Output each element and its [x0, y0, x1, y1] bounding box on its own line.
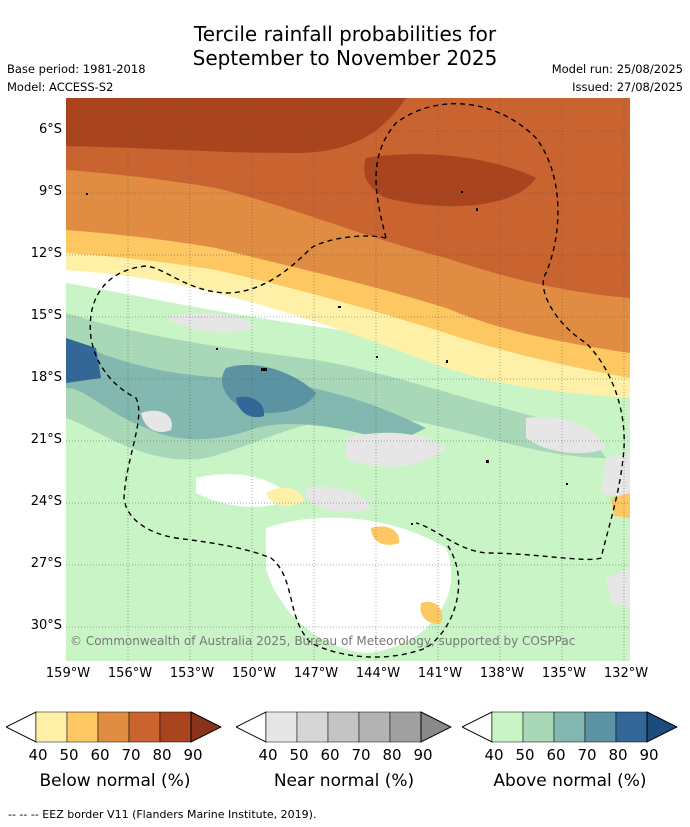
above-swatch — [491, 711, 524, 743]
below-normal-region — [420, 601, 443, 624]
lat-label-6s: 6°S — [38, 122, 62, 137]
tick-80: 80 — [152, 746, 172, 764]
near-normal-region — [526, 417, 606, 454]
near-swatch — [265, 711, 298, 743]
lon-label-150w: 150°W — [231, 666, 277, 681]
above-normal-region — [236, 396, 265, 418]
tick-50: 50 — [515, 746, 535, 764]
near-normal-region — [141, 410, 172, 433]
tick-80: 80 — [382, 746, 402, 764]
tick-80: 80 — [608, 746, 628, 764]
near-swatch — [296, 711, 329, 743]
model-name: Model: ACCESS-S2 — [7, 80, 114, 94]
below-normal-region — [266, 487, 304, 507]
lon-label-135w: 135°W — [541, 666, 587, 681]
below-swatch — [35, 711, 68, 743]
lon-label-132w: 132°W — [603, 666, 649, 681]
lat-label-15s: 15°S — [30, 308, 62, 323]
below-normal-region — [364, 154, 536, 207]
below-swatch — [159, 711, 192, 743]
near-swatch — [389, 711, 422, 743]
tick-50: 50 — [289, 746, 309, 764]
rainfall-map — [66, 98, 630, 661]
tick-60: 60 — [320, 746, 340, 764]
above-swatch — [584, 711, 617, 743]
above-normal-label: Above normal (%) — [493, 771, 647, 791]
tick-60: 60 — [546, 746, 566, 764]
tick-50: 50 — [59, 746, 79, 764]
below-normal-label: Below normal (%) — [39, 771, 191, 791]
lon-label-144w: 144°W — [355, 666, 401, 681]
near-normal-region — [346, 432, 446, 467]
lon-label-147w: 147°W — [293, 666, 339, 681]
tick-70: 70 — [577, 746, 597, 764]
above-swatch — [522, 711, 555, 743]
below-swatch — [66, 711, 99, 743]
above-normal-colorbar — [462, 711, 678, 743]
map-title: Tercile rainfall probabilities for Septe… — [0, 22, 690, 70]
lat-label-9s: 9°S — [38, 184, 62, 199]
tick-90: 90 — [639, 746, 659, 764]
lon-label-141w: 141°W — [417, 666, 463, 681]
lon-label-159w: 159°W — [45, 666, 91, 681]
meta-right: Model run: 25/08/2025 Issued: 27/08/2025 — [552, 60, 683, 96]
below-normal-region — [66, 98, 406, 153]
base-period: Base period: 1981-2018 — [7, 62, 146, 76]
below-swatch — [97, 711, 130, 743]
title-line-2: September to November 2025 — [192, 46, 498, 70]
lat-label-24s: 24°S — [30, 494, 62, 509]
below-normal-colorbar — [6, 711, 222, 743]
tick-40: 40 — [484, 746, 504, 764]
near-normal-label: Near normal (%) — [273, 771, 415, 791]
below-swatch — [128, 711, 161, 743]
tick-70: 70 — [121, 746, 141, 764]
issued-date: Issued: 27/08/2025 — [572, 80, 683, 94]
copyright-notice: © Commonwealth of Australia 2025, Bureau… — [70, 634, 576, 648]
near-swatch — [327, 711, 360, 743]
tick-90: 90 — [413, 746, 433, 764]
lat-label-18s: 18°S — [30, 370, 62, 385]
lat-label-27s: 27°S — [30, 556, 62, 571]
below-normal-region — [371, 526, 400, 545]
tick-70: 70 — [351, 746, 371, 764]
tick-40: 40 — [258, 746, 278, 764]
near-normal-colorbar — [236, 711, 452, 743]
lon-label-138w: 138°W — [479, 666, 525, 681]
above-normal-region — [66, 338, 101, 383]
near-normal-region — [306, 486, 371, 513]
above-swatch — [553, 711, 586, 743]
lon-label-156w: 156°W — [107, 666, 153, 681]
near-swatch — [358, 711, 391, 743]
no-dominant-region — [196, 474, 291, 508]
lon-label-153w: 153°W — [169, 666, 215, 681]
lat-label-30s: 30°S — [30, 618, 62, 633]
lat-label-12s: 12°S — [30, 246, 62, 261]
eez-border — [89, 103, 625, 658]
no-dominant-region — [266, 517, 452, 653]
title-line-1: Tercile rainfall probabilities for — [193, 22, 497, 46]
near-normal-region — [166, 312, 256, 333]
tick-60: 60 — [90, 746, 110, 764]
tick-40: 40 — [28, 746, 48, 764]
tick-90: 90 — [183, 746, 203, 764]
lat-label-21s: 21°S — [30, 432, 62, 447]
model-run: Model run: 25/08/2025 — [551, 62, 683, 76]
above-swatch — [615, 711, 648, 743]
eez-footnote: -- -- -- EEZ border V11 (Flanders Marine… — [8, 808, 317, 821]
meta-left: Base period: 1981-2018 Model: ACCESS-S2 — [7, 60, 146, 96]
